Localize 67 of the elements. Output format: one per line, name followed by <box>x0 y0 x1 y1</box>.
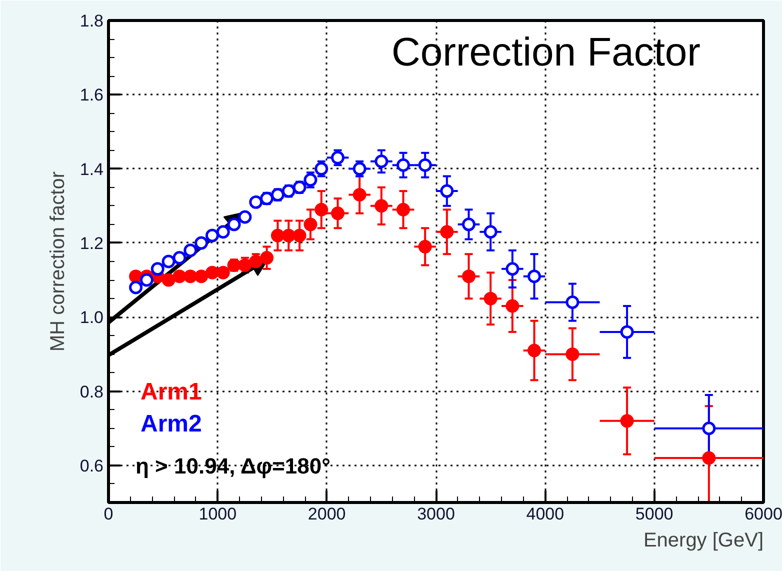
point <box>216 225 230 239</box>
point <box>314 202 328 216</box>
point <box>352 188 366 202</box>
point <box>150 262 164 276</box>
point <box>238 210 252 224</box>
point <box>374 154 388 168</box>
x-tick-label: 3000 <box>417 504 455 524</box>
point <box>162 273 176 287</box>
point <box>396 158 410 172</box>
point <box>292 228 306 242</box>
point <box>304 218 318 232</box>
y-tick-label: 1.0 <box>80 308 104 328</box>
point <box>462 270 476 284</box>
x-axis-title: Energy [GeV] <box>643 530 764 552</box>
y-tick-label: 0.8 <box>80 382 104 402</box>
chart-title: Correction Factor <box>392 30 700 74</box>
text: Arm1 <box>140 378 202 406</box>
y-tick-label: 1.2 <box>80 234 104 253</box>
point <box>566 347 580 361</box>
point <box>374 199 388 213</box>
point <box>260 251 274 265</box>
point <box>249 195 263 209</box>
x-tick-label: 5000 <box>635 504 674 524</box>
point <box>172 270 186 284</box>
point <box>484 292 498 306</box>
point <box>506 299 520 313</box>
point <box>216 266 230 280</box>
y-tick-label: 1.4 <box>80 160 104 179</box>
point <box>194 236 208 250</box>
point <box>205 266 219 280</box>
y-tick-label: 1.6 <box>80 86 104 105</box>
x-tick-label: 1000 <box>198 504 237 524</box>
point <box>702 451 716 465</box>
point <box>172 251 186 265</box>
point <box>462 218 476 232</box>
point <box>282 228 296 242</box>
point <box>440 184 454 198</box>
point <box>184 244 198 258</box>
point <box>506 262 520 276</box>
text: Arm2 <box>140 410 202 438</box>
point <box>194 270 208 284</box>
annotation: η > 10.94, Δφ=180° <box>136 454 330 478</box>
point <box>418 158 432 172</box>
x-tick-label: 2000 <box>308 504 346 524</box>
point <box>184 270 198 284</box>
point <box>702 422 716 436</box>
point <box>270 228 284 242</box>
point <box>205 228 219 242</box>
x-tick-label: 0 <box>104 504 114 524</box>
point <box>620 414 634 428</box>
point <box>418 240 432 254</box>
point <box>440 225 454 239</box>
point <box>620 325 634 339</box>
point <box>484 225 498 239</box>
point <box>396 202 410 216</box>
x-tick-label: 6000 <box>744 504 782 524</box>
point <box>528 270 541 284</box>
point <box>129 280 143 294</box>
point <box>162 254 176 268</box>
y-tick-label: 1.8 <box>80 12 104 30</box>
y-tick-label: 0.6 <box>80 456 104 476</box>
x-tick-label: 4000 <box>526 504 564 524</box>
point <box>331 206 344 220</box>
point <box>140 273 154 287</box>
point <box>566 296 580 310</box>
y-axis-title: MH correction factor <box>46 171 69 352</box>
point <box>528 344 541 358</box>
